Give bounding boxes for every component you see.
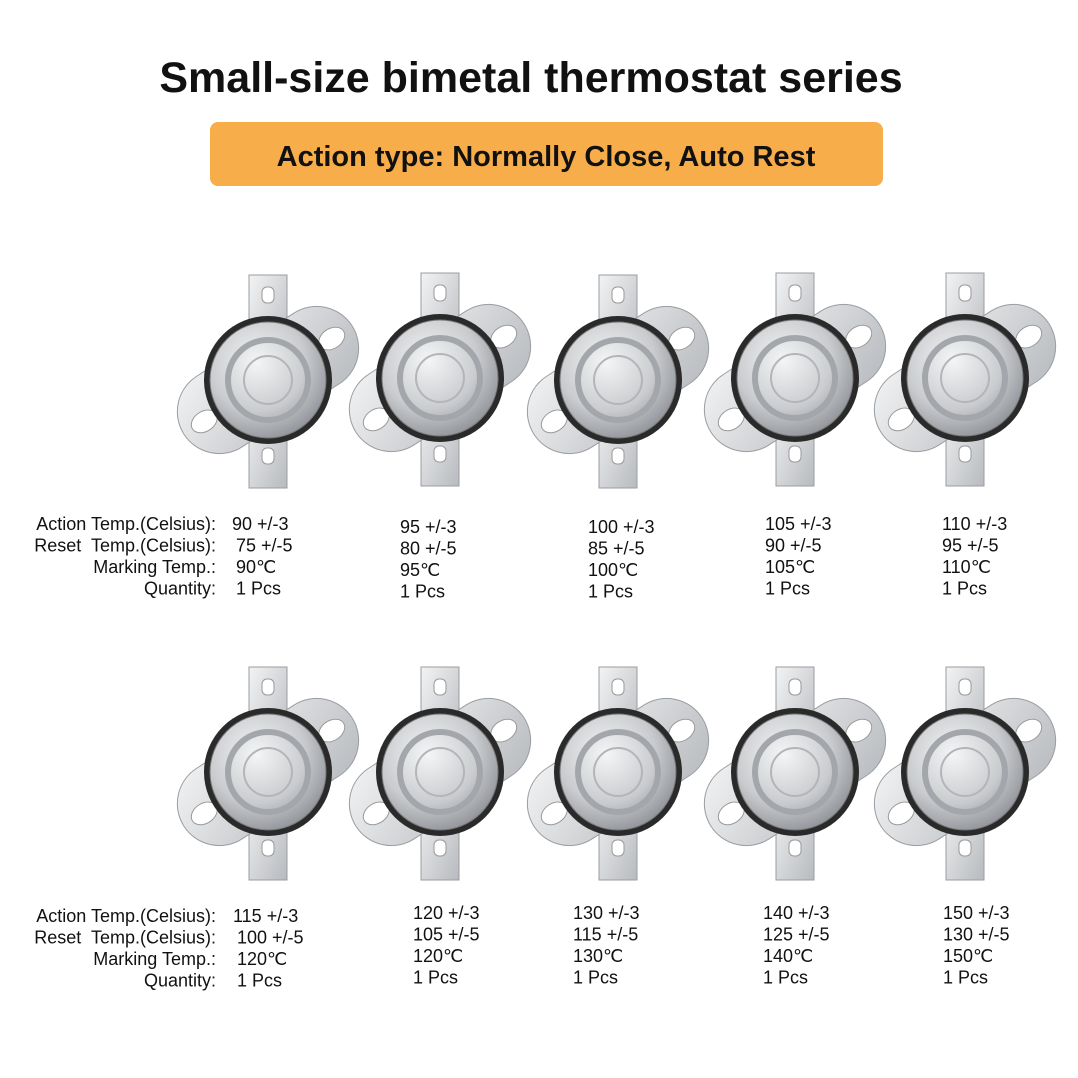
spec-label: Marking Temp.: (93, 557, 216, 577)
spec-label: Action Temp.(Celsius): (36, 514, 216, 534)
spec-value: 90 +/-3 (232, 514, 289, 534)
page-title: Small-size bimetal thermostat series (159, 54, 902, 102)
spec-label: Quantity: (144, 971, 216, 991)
spec-value: 95 +/-3 (400, 517, 457, 537)
spec-value: 130 +/-5 (943, 925, 1010, 945)
spec-value: 1 Pcs (588, 582, 633, 602)
spec-value: 1 Pcs (942, 579, 987, 599)
thermostat (688, 273, 901, 486)
thermostat (161, 667, 374, 880)
spec-value: 105℃ (765, 557, 815, 577)
spec-value: 75 +/-5 (236, 536, 293, 556)
spec-value: 1 Pcs (400, 582, 445, 602)
badge-text: Action type: Normally Close, Auto Rest (277, 141, 816, 173)
thermostat (688, 667, 901, 880)
thermostat (511, 275, 724, 488)
badge (210, 122, 883, 186)
spec-value: 130 +/-3 (573, 903, 640, 923)
spec-label: Action Temp.(Celsius): (36, 906, 216, 926)
thermostat (858, 273, 1071, 486)
spec-value: 1 Pcs (573, 968, 618, 988)
spec-value: 105 +/-3 (765, 514, 832, 534)
spec-value: 140℃ (763, 946, 813, 966)
spec-label: Reset Temp.(Celsius): (34, 928, 216, 948)
spec-value: 110 +/-3 (942, 514, 1007, 534)
spec-value: 120℃ (413, 946, 463, 966)
spec-value: 125 +/-5 (763, 925, 830, 945)
spec-value: 120℃ (237, 949, 287, 969)
spec-value: 120 +/-3 (413, 903, 480, 923)
spec-value: 105 +/-5 (413, 925, 480, 945)
spec-value: 100℃ (588, 560, 638, 580)
spec-value: 1 Pcs (237, 971, 282, 991)
spec-value: 95℃ (400, 560, 440, 580)
spec-value: 150 +/-3 (943, 903, 1010, 923)
spec-value: 80 +/-5 (400, 539, 457, 559)
spec-label: Quantity: (144, 579, 216, 599)
spec-value: 1 Pcs (765, 579, 810, 599)
spec-value: 115 +/-3 (233, 906, 298, 926)
spec-value: 90℃ (236, 557, 276, 577)
thermostat (511, 667, 724, 880)
thermostat (858, 667, 1071, 880)
spec-value: 95 +/-5 (942, 536, 999, 556)
spec-value: 1 Pcs (413, 968, 458, 988)
spec-value: 1 Pcs (943, 968, 988, 988)
spec-value: 100 +/-5 (237, 928, 304, 948)
spec-value: 140 +/-3 (763, 903, 830, 923)
spec-value: 85 +/-5 (588, 539, 645, 559)
spec-value: 100 +/-3 (588, 517, 655, 537)
thermostat (161, 275, 374, 488)
spec-value: 150℃ (943, 946, 993, 966)
thermostat (333, 667, 546, 880)
spec-value: 110℃ (942, 557, 991, 577)
spec-value: 1 Pcs (763, 968, 808, 988)
spec-value: 115 +/-5 (573, 925, 638, 945)
spec-value: 130℃ (573, 946, 623, 966)
spec-value: 90 +/-5 (765, 536, 822, 556)
spec-value: 1 Pcs (236, 579, 281, 599)
spec-label: Marking Temp.: (93, 949, 216, 969)
spec-label: Reset Temp.(Celsius): (34, 536, 216, 556)
thermostat (333, 273, 546, 486)
